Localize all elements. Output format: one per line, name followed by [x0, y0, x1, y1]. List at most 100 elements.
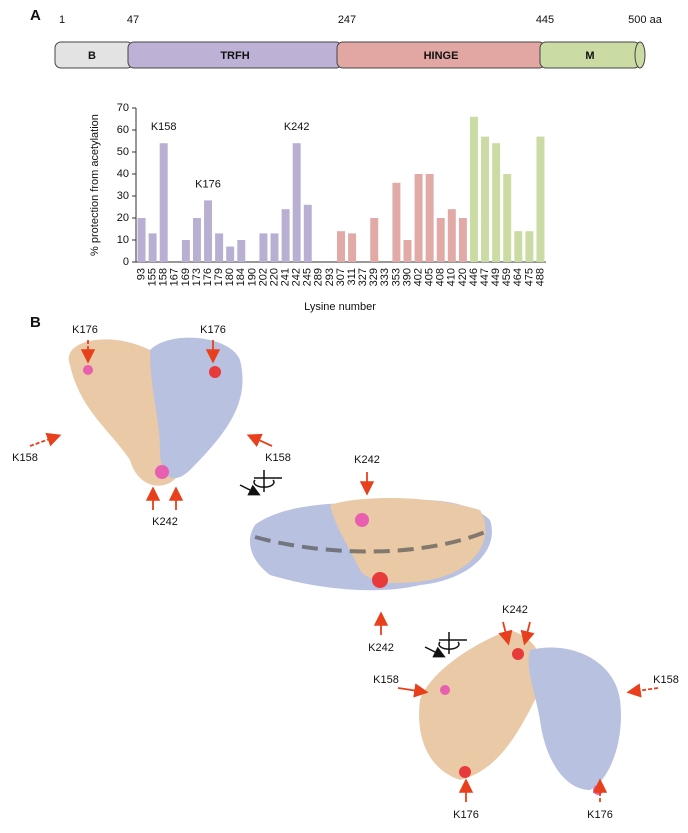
bar [137, 218, 146, 262]
x-tick-label: 459 [501, 268, 513, 286]
residue-label: K158 [653, 674, 679, 686]
site [593, 785, 603, 795]
panel-label: A [30, 7, 41, 24]
x-tick-label: 173 [191, 268, 203, 286]
domain-name: B [88, 50, 96, 62]
rotation-icons [239, 470, 467, 658]
site [355, 513, 369, 527]
bar [181, 240, 190, 262]
x-tick-label: 446 [468, 268, 480, 286]
x-tick-label: 405 [424, 268, 436, 286]
x-tick-label: 464 [512, 268, 524, 286]
bar [514, 231, 523, 262]
bar [425, 174, 434, 262]
x-tick-label: 293 [324, 268, 336, 286]
x-tick-label: 475 [523, 268, 535, 286]
residue-label: K158 [265, 452, 291, 464]
y-tick-label: 0 [123, 256, 129, 268]
bar [392, 182, 401, 262]
domain-tick: 247 [338, 14, 356, 26]
bar [403, 240, 412, 262]
bar [348, 233, 357, 262]
x-tick-label: 155 [147, 268, 159, 286]
bar [469, 116, 478, 262]
bar [204, 200, 213, 262]
residue-label: K242 [152, 516, 178, 528]
bar [370, 218, 379, 262]
bar [281, 209, 290, 262]
bar [226, 246, 235, 262]
bar [458, 218, 467, 262]
x-tick-label: 176 [202, 268, 214, 286]
x-tick-label: 329 [368, 268, 380, 286]
x-tick-label: 488 [534, 268, 546, 286]
bar [436, 218, 445, 262]
site [372, 572, 388, 588]
domain-name: HINGE [424, 50, 459, 62]
y-tick-label: 20 [117, 212, 129, 224]
bar [215, 233, 224, 262]
residue-label: K176 [453, 809, 479, 821]
y-tick-label: 60 [117, 124, 129, 136]
bar [492, 143, 501, 262]
site [440, 685, 450, 695]
x-tick-label: 390 [401, 268, 413, 286]
bar [259, 233, 268, 262]
y-tick-label: 70 [117, 102, 129, 114]
residue-label: K176 [200, 324, 226, 336]
bar [337, 231, 345, 262]
domain-name: M [585, 50, 594, 62]
arrows [29, 340, 659, 802]
bar [159, 143, 168, 262]
x-tick-label: 353 [390, 268, 402, 286]
residue-label: K176 [587, 809, 613, 821]
structure-surface [150, 337, 243, 479]
bar [237, 240, 246, 262]
x-tick-label: 402 [412, 268, 424, 286]
residue-label: K242 [502, 604, 528, 616]
domain-tick: 445 [536, 14, 554, 26]
site [512, 648, 524, 660]
residue-label: K242 [368, 642, 394, 654]
bar [303, 204, 312, 262]
x-tick-label: 245 [302, 268, 314, 286]
bar [536, 136, 545, 262]
domain-tick: 1 [59, 14, 65, 26]
annotation: K176 [195, 178, 221, 190]
x-tick-label: 167 [169, 268, 181, 286]
x-tick-label: 311 [346, 268, 358, 286]
bar [447, 209, 456, 262]
x-tick-label: 93 [135, 268, 147, 280]
cap [634, 41, 646, 69]
site [155, 465, 169, 479]
bar [148, 233, 157, 262]
site [459, 766, 471, 778]
x-tick-label: 333 [379, 268, 391, 286]
annotation: K158 [151, 121, 177, 133]
site [83, 365, 93, 375]
domain-tick: 47 [127, 14, 139, 26]
bar-chart: % protection from acetylation Lysine num… [89, 102, 546, 313]
bar [292, 143, 301, 262]
x-tick-label: 179 [213, 268, 225, 286]
x-tick-label: 327 [357, 268, 369, 286]
x-tick-label: 190 [246, 268, 258, 286]
x-tick-label: 180 [224, 268, 236, 286]
y-tick-label: 10 [117, 234, 129, 246]
structure-surface [419, 630, 542, 780]
x-tick-label: 184 [235, 268, 247, 286]
bar [270, 233, 279, 262]
x-tick-label: 241 [280, 268, 292, 286]
x-tick-label: 447 [479, 268, 491, 286]
site [209, 366, 221, 378]
x-axis-label: Lysine number [304, 301, 376, 313]
x-tick-label: 449 [490, 268, 502, 286]
x-tick-label: 410 [446, 268, 458, 286]
residue-label: K242 [354, 454, 380, 466]
y-axis-label: % protection from acetylation [89, 114, 101, 256]
panel-label: B [30, 314, 41, 331]
domain-tick: 500 aa [628, 14, 663, 26]
x-tick-label: 420 [457, 268, 469, 286]
y-tick-label: 30 [117, 190, 129, 202]
annotation: K242 [284, 121, 310, 133]
